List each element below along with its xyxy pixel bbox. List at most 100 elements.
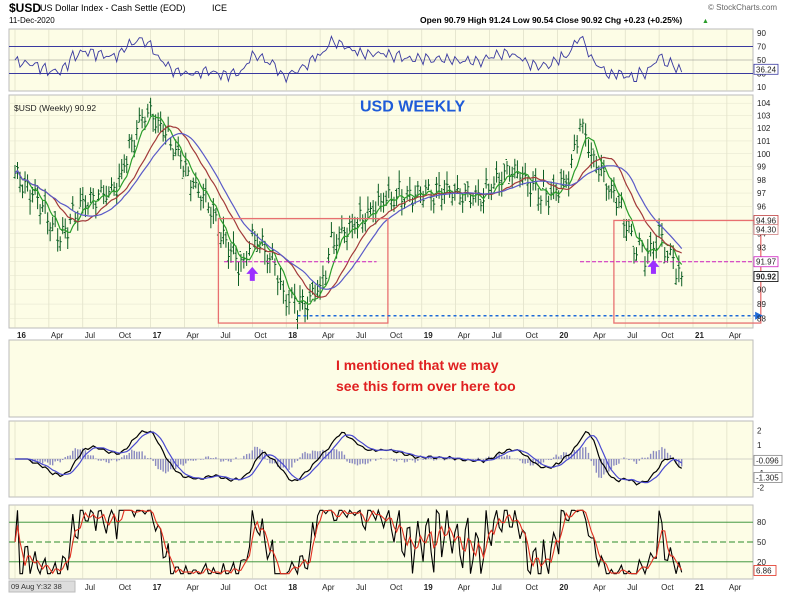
x-tick-label-bottom: 20 [559, 583, 568, 592]
symbol-label: $USD [9, 1, 41, 15]
rsi-series [9, 35, 753, 84]
x-tick-label-bottom: Jul [492, 583, 502, 592]
x-tick-label-bottom: Oct [390, 583, 403, 592]
x-tick-label-bottom: Oct [254, 583, 267, 592]
rsi-last-box [753, 63, 779, 75]
pattern-box-2017 [217, 217, 389, 324]
instrument-name: US Dollar Index - Cash Settle (EOD) [40, 3, 186, 13]
stoch-last-label: 6.86 [756, 566, 772, 575]
x-tick-label: Apr [187, 331, 200, 340]
y-tick-label: 90 [757, 286, 766, 295]
x-tick-label: Jul [356, 331, 366, 340]
x-tick-label-bottom: Apr [322, 583, 335, 592]
x-tick-label: Apr [729, 331, 742, 340]
stoch-d-line [14, 509, 683, 575]
macd-tag: -0.096 [756, 456, 779, 465]
macd-series [9, 429, 753, 486]
macd-line [15, 429, 682, 486]
x-tick-label: Apr [51, 331, 64, 340]
x-tick-label: Oct [661, 331, 674, 340]
x-tick-label-bottom: Jul [220, 583, 230, 592]
cursor-date-box [8, 580, 76, 593]
purple-arrow-2020-icon [647, 259, 660, 274]
cursor-date: 09 Aug Y:32 38 [11, 582, 62, 591]
x-tick-label-bottom: Apr [729, 583, 742, 592]
y-tick-label: 102 [757, 124, 771, 133]
macd-tag-box [753, 472, 783, 483]
annotation-panel [8, 339, 754, 418]
rsi-line [14, 35, 683, 84]
purple-arrow-2017-icon [246, 266, 259, 281]
macd-tick-label: 1 [757, 441, 762, 450]
x-tick-label-bottom: Oct [526, 583, 539, 592]
macd-tick-label: -2 [757, 483, 765, 492]
x-tick-label-bottom: Oct [661, 583, 674, 592]
rsi-tick-label: 70 [757, 43, 766, 52]
y-tick-label: 89 [757, 300, 766, 309]
stoch-last-box [753, 565, 777, 576]
x-tick-label: Apr [593, 331, 606, 340]
x-tick-label-bottom: 17 [153, 583, 162, 592]
projection-arrow-icon [755, 311, 764, 320]
x-tick-label: 16 [17, 331, 26, 340]
value-tag-box [753, 224, 779, 235]
stoch-series [9, 508, 753, 576]
y-tick-label: 104 [757, 99, 771, 108]
macd-tick-label: 2 [757, 427, 762, 436]
y-tick-label: 93 [757, 243, 766, 252]
x-tick-label: 18 [288, 331, 297, 340]
chart-date: 11-Dec-2020 [9, 16, 55, 25]
ma-mid-line [14, 125, 682, 298]
ohlc-line: Open 90.79 High 91.24 Low 90.54 Close 90… [420, 15, 682, 25]
macd-signal-line [15, 431, 683, 484]
watermark: © StockCharts.com [708, 3, 777, 12]
value-tag-box [753, 256, 779, 268]
x-tick-label: Oct [254, 331, 267, 340]
stoch-tick-label: 20 [757, 558, 766, 567]
chart-title: USD WEEKLY [360, 98, 466, 115]
x-tick-label: Apr [458, 331, 471, 340]
x-tick-label: Jul [220, 331, 230, 340]
x-tick-label: 21 [695, 331, 704, 340]
stoch-tick-label: 50 [757, 538, 766, 547]
x-tick-label: Oct [526, 331, 539, 340]
x-tick-label-bottom: 21 [695, 583, 704, 592]
stoch-tick-label: 80 [757, 518, 766, 527]
change-arrow-icon: ▲ [702, 18, 709, 25]
x-tick-label: Oct [390, 331, 403, 340]
y-tick-label: 101 [757, 137, 771, 146]
x-tick-label-bottom: Apr [187, 583, 200, 592]
rsi-tick-label: 50 [757, 56, 766, 65]
macd-tag: -1.305 [756, 473, 779, 482]
price-series [13, 97, 764, 330]
x-tick-label: 17 [153, 331, 162, 340]
x-tick-label: Jul [85, 331, 95, 340]
x-tick-label-bottom: Jul [85, 583, 95, 592]
x-tick-label-bottom: Jul [356, 583, 366, 592]
x-tick-label-bottom: 19 [424, 583, 433, 592]
x-tick-label-bottom: Oct [119, 583, 132, 592]
value-tag: 91.97 [756, 258, 777, 267]
rsi-last-label: 36.24 [756, 65, 777, 74]
value-tag: 94.30 [756, 225, 777, 234]
x-tick-label-bottom: 18 [288, 583, 297, 592]
x-tick-label: 20 [559, 331, 568, 340]
y-tick-label: 103 [757, 112, 771, 121]
value-tag: 90.92 [756, 273, 777, 282]
x-tick-label-bottom: Apr [593, 583, 606, 592]
value-tag: 94.96 [756, 216, 777, 225]
y-tick-label: 88 [757, 315, 766, 324]
x-tick-label: 19 [424, 331, 433, 340]
rsi-tick-label: 10 [757, 83, 766, 92]
x-tick-label-bottom: Jul [627, 583, 637, 592]
macd-tag-box [753, 454, 783, 466]
x-tick-label: Jul [492, 331, 502, 340]
y-tick-label: 98 [757, 176, 766, 185]
axis-labels: 1041031021011009998979695949392919089889… [17, 29, 783, 592]
price-legend: $USD (Weekly) 90.92 [14, 103, 96, 113]
exchange-label: ICE [212, 3, 227, 13]
y-tick-label: 97 [757, 189, 766, 198]
x-tick-label-bottom: Apr [458, 583, 471, 592]
y-tick-label: 99 [757, 163, 766, 172]
